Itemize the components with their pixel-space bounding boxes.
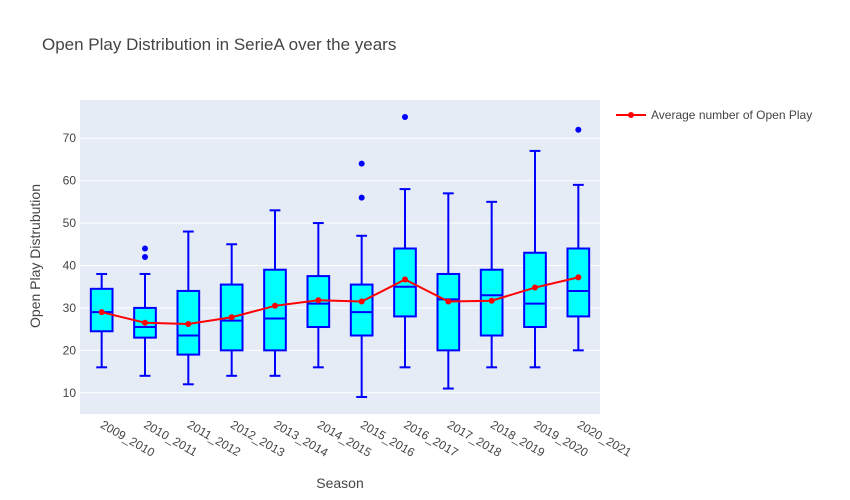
legend-marker: [628, 112, 634, 118]
box-2010_2011: [133, 245, 157, 377]
outlier-point: [358, 160, 365, 167]
x-axis-title: Season: [316, 475, 363, 491]
box-iqr: [349, 283, 374, 337]
average-point: [488, 297, 495, 304]
y-tick-label: 60: [63, 174, 77, 188]
y-tick-label: 40: [63, 258, 77, 272]
outlier-point: [142, 245, 148, 252]
legend[interactable]: Average number of Open Play: [616, 108, 812, 122]
y-tick-label: 10: [63, 386, 77, 400]
box-iqr: [436, 272, 461, 352]
y-tick-label: 30: [63, 301, 77, 315]
box-2015_2016: [349, 160, 374, 399]
outlier-point: [402, 113, 408, 120]
average-point: [445, 298, 452, 305]
y-tick-label: 20: [63, 343, 77, 357]
average-point: [315, 297, 322, 304]
average-point: [532, 284, 538, 291]
average-point: [402, 276, 408, 283]
box-2017_2018: [436, 192, 461, 390]
y-tick-label: 70: [63, 131, 77, 145]
box-iqr: [566, 247, 591, 318]
outlier-point: [575, 126, 582, 133]
average-point: [98, 309, 105, 316]
grid-lines: [80, 137, 600, 394]
x-tick-labels: 2009_20102010_20112011_20122012_20132013…: [98, 417, 634, 459]
plot-background: [80, 100, 600, 414]
average-point: [228, 314, 235, 321]
average-point: [185, 321, 192, 328]
y-axis-title: Open Play Distrubution: [27, 184, 43, 328]
box-2020_2021: [566, 126, 591, 352]
legend-label: Average number of Open Play: [651, 108, 812, 122]
average-point: [575, 274, 582, 281]
y-tick-label: 50: [63, 216, 77, 230]
y-tick-labels: 10 20 30 40 50 60 70: [63, 131, 77, 400]
average-point: [272, 302, 278, 309]
box-iqr: [263, 268, 287, 352]
average-point: [142, 319, 148, 326]
box-2013_2014: [263, 209, 287, 377]
average-point: [358, 298, 365, 305]
outlier-point: [358, 194, 365, 201]
average-line-series: [98, 274, 582, 328]
outlier-point: [142, 254, 148, 260]
average-line: [101, 276, 579, 326]
chart-title: Open Play Distribution in SerieA over th…: [42, 35, 396, 54]
